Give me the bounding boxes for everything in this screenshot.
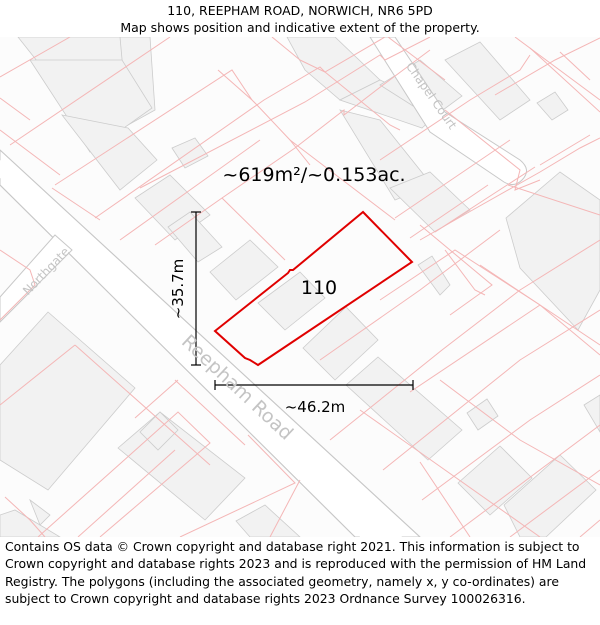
northgate-road [0, 234, 73, 323]
property-map[interactable]: ~619m²/~0.153ac. 110 ~35.7m ~46.2m Reeph… [0, 37, 600, 537]
property-boundary[interactable] [213, 210, 414, 367]
area-label: ~619m²/~0.153ac. [222, 164, 405, 186]
map-canvas: ~619m²/~0.153ac. 110 ~35.7m ~46.2m Reeph… [0, 37, 600, 537]
property-address: 110, REEPHAM ROAD, NORWICH, NR6 5PD [167, 3, 433, 18]
height-dimension-label: ~35.7m [169, 259, 187, 320]
width-dimension-label: ~46.2m [285, 398, 346, 416]
dimension-lines [191, 211, 414, 390]
map-description: Map shows position and indicative extent… [120, 20, 480, 35]
chapel-court-road [369, 37, 527, 186]
copyright-attribution: Contains OS data © Crown copyright and d… [5, 539, 587, 607]
parcel-boundaries-layer [0, 37, 600, 537]
plot-number-label: 110 [301, 277, 337, 299]
map-header: 110, REEPHAM ROAD, NORWICH, NR6 5PD Map … [0, 0, 600, 37]
roads-layer [0, 37, 527, 537]
